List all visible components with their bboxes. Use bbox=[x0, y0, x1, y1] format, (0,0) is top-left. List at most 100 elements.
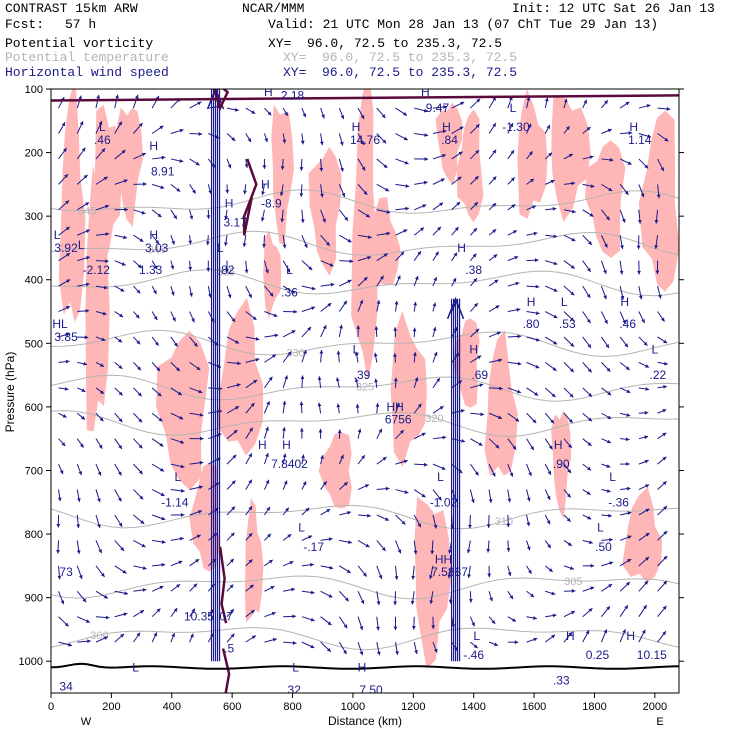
org-label: NCAR/MMM bbox=[242, 1, 305, 16]
wind-arrow-head bbox=[393, 353, 397, 357]
wind-arrow-head bbox=[645, 556, 649, 561]
wind-arrow-head bbox=[347, 238, 352, 243]
wind-arrow-head bbox=[567, 542, 572, 546]
wind-arrow-head bbox=[532, 419, 537, 424]
wind-arrow-head bbox=[410, 600, 415, 605]
pv-extremum-label: .50 bbox=[595, 540, 612, 554]
wind-arrow-head bbox=[68, 642, 72, 647]
wind-arrow-head bbox=[436, 377, 440, 382]
theta-label: 310 bbox=[495, 516, 513, 528]
wind-arrow-head bbox=[300, 140, 305, 145]
wind-arrow-head bbox=[304, 243, 308, 248]
wind-arrow-head bbox=[645, 484, 650, 488]
wind-arrow-head bbox=[441, 466, 446, 470]
wind-arrow-head bbox=[326, 509, 331, 513]
wind-arrow-head bbox=[512, 230, 517, 234]
wind-arrow-head bbox=[643, 341, 648, 346]
wind-arrow-head bbox=[487, 573, 492, 578]
model-title: CONTRAST 15km ARW bbox=[5, 1, 138, 16]
wind-arrow-head bbox=[393, 626, 398, 631]
wind-arrow-head bbox=[170, 265, 175, 270]
x-end-label-east: E bbox=[656, 716, 663, 728]
pv-fill-region bbox=[517, 89, 548, 219]
wind-arrow-head bbox=[550, 179, 555, 184]
wind-arrow-head bbox=[376, 651, 381, 656]
wind-arrow-head bbox=[248, 506, 253, 511]
pv-extremum-label: .5 bbox=[224, 641, 234, 655]
wind-arrow-head bbox=[515, 417, 520, 422]
wind-arrow-head bbox=[624, 190, 629, 195]
pv-extremum-label: .82 bbox=[218, 263, 235, 277]
wind-arrow-head bbox=[587, 417, 592, 422]
wind-arrow-head bbox=[458, 151, 463, 156]
wind-arrow-head bbox=[625, 437, 630, 442]
wind-arrow-head bbox=[535, 284, 540, 289]
wind-arrow-head bbox=[189, 292, 193, 297]
wind-arrow-head bbox=[429, 575, 433, 579]
theta-label: 305 bbox=[564, 576, 582, 588]
wind-arrow-head bbox=[376, 626, 380, 631]
wind-arrow-head bbox=[479, 383, 484, 388]
wind-arrow-head bbox=[359, 651, 364, 656]
wind-arrow-head bbox=[382, 457, 387, 461]
wind-arrow-head bbox=[173, 215, 177, 220]
pv-extremum-label: H bbox=[204, 724, 213, 738]
wind-arrow-head bbox=[249, 584, 254, 589]
wind-arrow-head bbox=[264, 138, 269, 143]
wind-arrow-head bbox=[231, 480, 236, 485]
pv-fill-region bbox=[551, 96, 591, 223]
pv-extremum-label: L bbox=[174, 470, 181, 484]
wind-arrow-head bbox=[193, 583, 198, 588]
wind-arrow-head bbox=[414, 650, 418, 655]
wind-arrow-head bbox=[154, 341, 159, 346]
wind-arrow-head bbox=[394, 300, 399, 305]
terrain-layer bbox=[51, 662, 679, 670]
wind-arrow-head bbox=[385, 187, 390, 192]
wind-arrow-head bbox=[656, 194, 661, 199]
wind-arrow-head bbox=[546, 520, 551, 525]
wind-arrow-head bbox=[430, 550, 435, 555]
pv-fill-region bbox=[216, 297, 264, 456]
wind-arrow-head bbox=[571, 237, 576, 242]
wind-arrow-head bbox=[590, 563, 595, 568]
wind-arrow-head bbox=[395, 651, 399, 655]
pv-extremum-label: L bbox=[561, 295, 568, 309]
y-tick-label: 700 bbox=[25, 465, 43, 477]
wind-arrow-head bbox=[344, 216, 348, 221]
wind-arrow-head bbox=[417, 251, 421, 256]
wind-arrow-head bbox=[79, 443, 84, 448]
wind-arrow-head bbox=[378, 574, 383, 579]
wind-arrow-head bbox=[626, 462, 630, 466]
wind-arrow-head bbox=[473, 278, 477, 283]
wind-arrow-head bbox=[123, 235, 128, 240]
wind-arrow-head bbox=[443, 105, 447, 109]
wind-arrow-head bbox=[384, 517, 389, 521]
wind-arrow-head bbox=[571, 589, 576, 593]
pv-contour bbox=[218, 546, 228, 624]
wind-arrow-head bbox=[81, 388, 86, 392]
wind-arrow-head bbox=[403, 136, 408, 141]
wind-arrow-head bbox=[176, 187, 181, 192]
wind-arrow-head bbox=[547, 470, 551, 475]
wind-arrow-head bbox=[136, 340, 141, 345]
wind-arrow-head bbox=[376, 601, 381, 606]
wind-arrow-head bbox=[383, 164, 388, 168]
wind-arrow-head bbox=[115, 94, 119, 99]
wind-arrow-head bbox=[663, 506, 667, 510]
wind-arrow-head bbox=[227, 294, 232, 299]
pv-extremum-label: H bbox=[469, 343, 478, 357]
pv-extremum-label: 34 bbox=[59, 680, 73, 694]
wind-arrow-head bbox=[118, 391, 123, 396]
pv-contour bbox=[51, 94, 679, 102]
wind-arrow-head bbox=[76, 524, 81, 529]
wind-arrow-head bbox=[603, 629, 608, 634]
wind-arrow-head bbox=[604, 319, 608, 324]
wind-arrow-head bbox=[200, 436, 204, 441]
wind-arrow-head bbox=[156, 608, 161, 613]
wind-arrow-head bbox=[346, 569, 351, 573]
pv-extremum-label: .38 bbox=[465, 263, 482, 277]
wind-arrow-head bbox=[606, 606, 610, 611]
wind-arrow-head bbox=[326, 647, 331, 652]
wind-arrow-head bbox=[205, 241, 210, 246]
field-pv-name: Potential vorticity bbox=[5, 36, 154, 51]
